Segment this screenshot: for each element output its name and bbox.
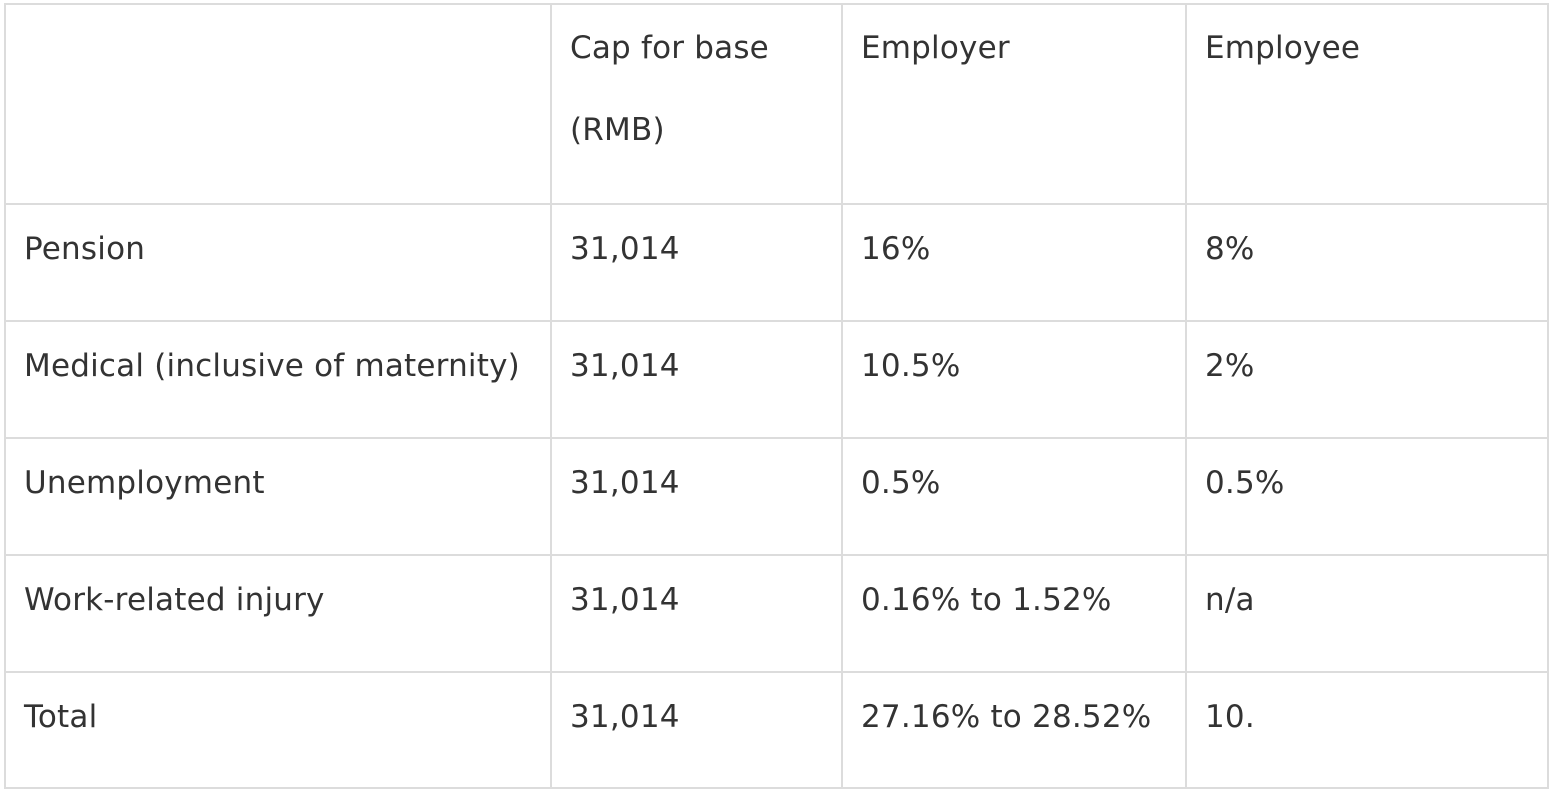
cell-cap: 31,014 [550, 203, 843, 322]
cell-cap: 31,014 [550, 671, 843, 789]
header-row: Cap for base (RMB) Employer Employee [4, 3, 1549, 205]
cell-employer: 0.16% to 1.52% [841, 554, 1187, 673]
table-row: Total 31,014 27.16% to 28.52% 10. [4, 671, 1549, 789]
cell-employer: 27.16% to 28.52% [841, 671, 1187, 789]
cell-employee: 8% [1185, 203, 1549, 322]
cell-cap: 31,014 [550, 554, 843, 673]
cell-employer: 10.5% [841, 320, 1187, 439]
table-header: Cap for base (RMB) Employer Employee [4, 3, 1549, 205]
cell-employee: n/a [1185, 554, 1549, 673]
table-row: Medical (inclusive of maternity) 31,014 … [4, 320, 1549, 439]
cell-employer: 16% [841, 203, 1187, 322]
header-cell-cap: Cap for base (RMB) [550, 3, 843, 205]
table-body: Pension 31,014 16% 8% Medical (inclusive… [4, 203, 1549, 789]
cell-employer: 0.5% [841, 437, 1187, 556]
header-cell-category [4, 3, 552, 205]
cell-category: Medical (inclusive of maternity) [4, 320, 552, 439]
cell-employee: 0.5% [1185, 437, 1549, 556]
cell-category: Work-related injury [4, 554, 552, 673]
cell-cap: 31,014 [550, 320, 843, 439]
table-row: Unemployment 31,014 0.5% 0.5% [4, 437, 1549, 556]
header-cell-employer: Employer [841, 3, 1187, 205]
cell-category: Unemployment [4, 437, 552, 556]
table-row: Work-related injury 31,014 0.16% to 1.52… [4, 554, 1549, 673]
cell-cap: 31,014 [550, 437, 843, 556]
social-insurance-table: Cap for base (RMB) Employer Employee Pen… [4, 3, 1549, 789]
header-cell-employee: Employee [1185, 3, 1549, 205]
cell-category: Total [4, 671, 552, 789]
header-cap-label: Cap for base (RMB) [570, 30, 769, 148]
cell-employee: 10. [1185, 671, 1549, 789]
table-row: Pension 31,014 16% 8% [4, 203, 1549, 322]
cell-category: Pension [4, 203, 552, 322]
cell-employee: 2% [1185, 320, 1549, 439]
